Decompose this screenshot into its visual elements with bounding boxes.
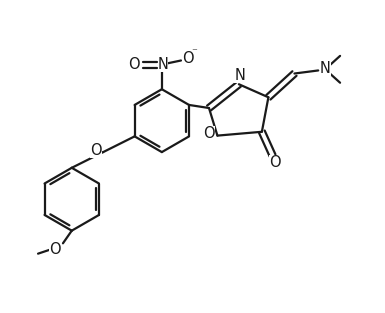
Text: N: N	[157, 57, 168, 72]
Text: O: O	[49, 242, 61, 257]
Text: O: O	[269, 155, 280, 170]
Text: O: O	[203, 126, 215, 141]
Text: N: N	[320, 61, 331, 76]
Text: O: O	[90, 143, 102, 158]
Text: O: O	[128, 57, 140, 72]
Text: ⁻: ⁻	[191, 47, 197, 57]
Text: N: N	[234, 68, 245, 83]
Text: O: O	[182, 51, 193, 66]
